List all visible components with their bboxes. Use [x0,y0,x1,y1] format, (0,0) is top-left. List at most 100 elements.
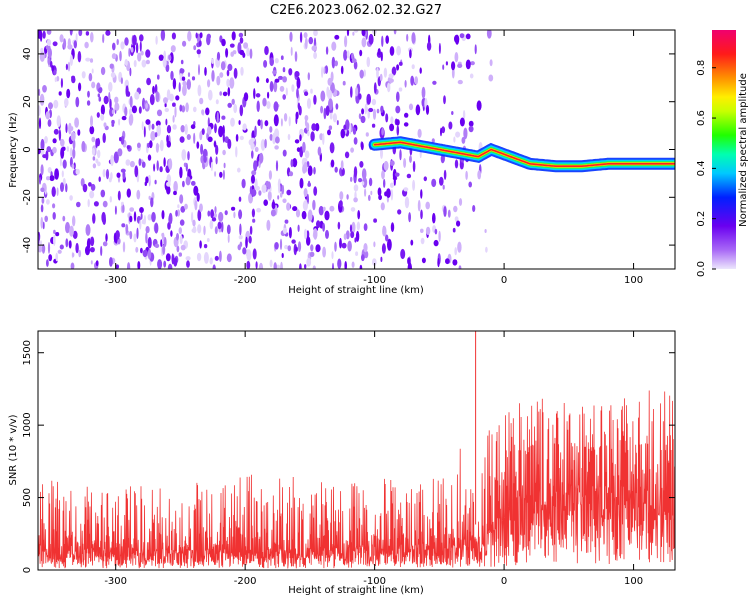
snr-x-ticks: -300 -200 -100 0 100 [104,331,643,587]
spectrogram-cell [245,236,248,249]
spectrogram-cell [329,142,335,154]
spectrogram-cell [224,210,228,216]
spectrogram-cell [266,101,271,109]
spectrogram-cell [334,60,339,67]
spectrogram-cell [339,191,344,201]
spectrogram-cell [55,232,60,237]
spectrogram-cell [163,260,167,268]
spectrogram-cell [279,192,283,198]
0-x-tick-label: 100 [624,275,643,286]
spectrogram-cell [72,148,76,159]
spectrogram-cell [59,244,64,250]
spectrogram-cell [124,37,129,46]
spectrogram-cell [193,185,199,196]
spectrogram-cell [207,136,213,143]
spectrogram-cell [396,64,400,71]
spectrogram-cell [113,232,117,243]
spectrogram-cell [40,216,44,229]
spectrogram-cell [382,225,387,237]
spectrogram-cell [322,222,325,232]
spectrogram-cell [168,158,173,170]
spectrogram-cell [232,50,237,55]
1-x-tick-label: -300 [104,576,127,587]
spectrogram-cell [296,87,299,99]
spectrogram-cell [458,265,462,269]
spectrogram-cell [63,38,67,50]
spectrogram-cell [139,219,142,230]
spectrogram-cell [95,260,99,267]
spectrogram-cell [432,212,436,224]
spectrogram-cell [440,154,445,164]
colorbar: 0.0 0.2 0.4 0.6 0.8 Normalized spectral ampl… [696,30,749,277]
spectrogram-cell [103,95,109,105]
spectrogram-cell [196,252,202,262]
spectrogram-cell [200,155,204,164]
spectrogram-cell [96,112,100,118]
spectrogram-cell [310,88,313,94]
spectrogram-cell [90,236,95,247]
spectrogram-cell [172,102,176,107]
spectrogram-cell [145,232,148,244]
0-y-tick-label: 40 [22,48,33,61]
spectrogram-cell [336,120,339,126]
spectrogram-cell [315,244,321,253]
spectrogram-cell [366,93,372,105]
spectrogram-cell [141,121,144,131]
spectrogram-cell [166,89,171,101]
spectrogram-cell [343,233,347,240]
spectrogram-cell [182,180,185,188]
spectrogram-cell [129,113,134,125]
spectrogram-cell [208,89,213,101]
spectrogram-cell [420,237,425,245]
spectrogram-cell [173,190,177,196]
spectrogram-cell [72,230,78,239]
spectrogram-cell [199,203,203,212]
spectrogram-cell [241,178,246,189]
spectrogram-cell [69,54,73,66]
spectrogram-cell [443,169,447,180]
spectrogram-cell [56,115,61,128]
snr-x-label: Height of straight line (km) [288,585,424,596]
spectrogram-cell [73,40,78,49]
spectrogram-cell [45,150,49,161]
spectrogram-cell [191,180,196,186]
spectrogram-cell [288,68,293,76]
spectrogram-cell [201,109,205,115]
snr-panel: -300 -200 -100 0 100 0 500 1000 1500 Height of … [8,330,676,596]
spectrogram-cell [289,31,293,42]
spectrogram-cell [220,61,226,71]
spectrogram-cell [47,242,51,254]
spectrogram-cell [489,59,493,67]
1-x-tick-label: 0 [501,576,507,587]
spectrogram-cell [203,244,208,249]
spectrogram-cell [469,73,474,79]
spectrogram-cell [199,131,203,141]
spectrogram-cell [278,182,281,194]
spectrogram-cell [51,65,55,72]
spectrogram-cell [140,247,143,254]
spectrogram-cell [40,138,45,151]
spectrogram-cell [133,211,137,222]
0-x-tick-label: 0 [501,275,507,286]
spectrogram-cell [69,225,74,237]
spectrogram-cell [269,81,274,92]
spectrogram-cell [269,133,273,141]
spectrogram-cell [252,248,257,260]
spectrogram-cell [174,106,177,118]
0-y-tick-label: -20 [22,189,33,205]
spectrogram-cell [165,118,168,126]
spectrogram-cell [251,150,254,159]
spectrogram-cell [76,201,81,208]
spectrogram-cell [120,135,125,145]
spectrogram-cell [313,228,318,240]
spectrogram-cell [227,234,230,243]
spectrogram-cell [455,131,461,138]
spectrogram-cell [133,233,137,243]
spectrogram-cell [307,72,310,81]
spectrogram-cell [180,59,184,65]
spectrogram-cell [114,102,120,112]
spectrogram-cell [139,34,144,42]
spectrogram-cell [302,200,308,211]
spectrogram-cell [307,209,313,222]
spectrogram-cell [145,59,150,65]
